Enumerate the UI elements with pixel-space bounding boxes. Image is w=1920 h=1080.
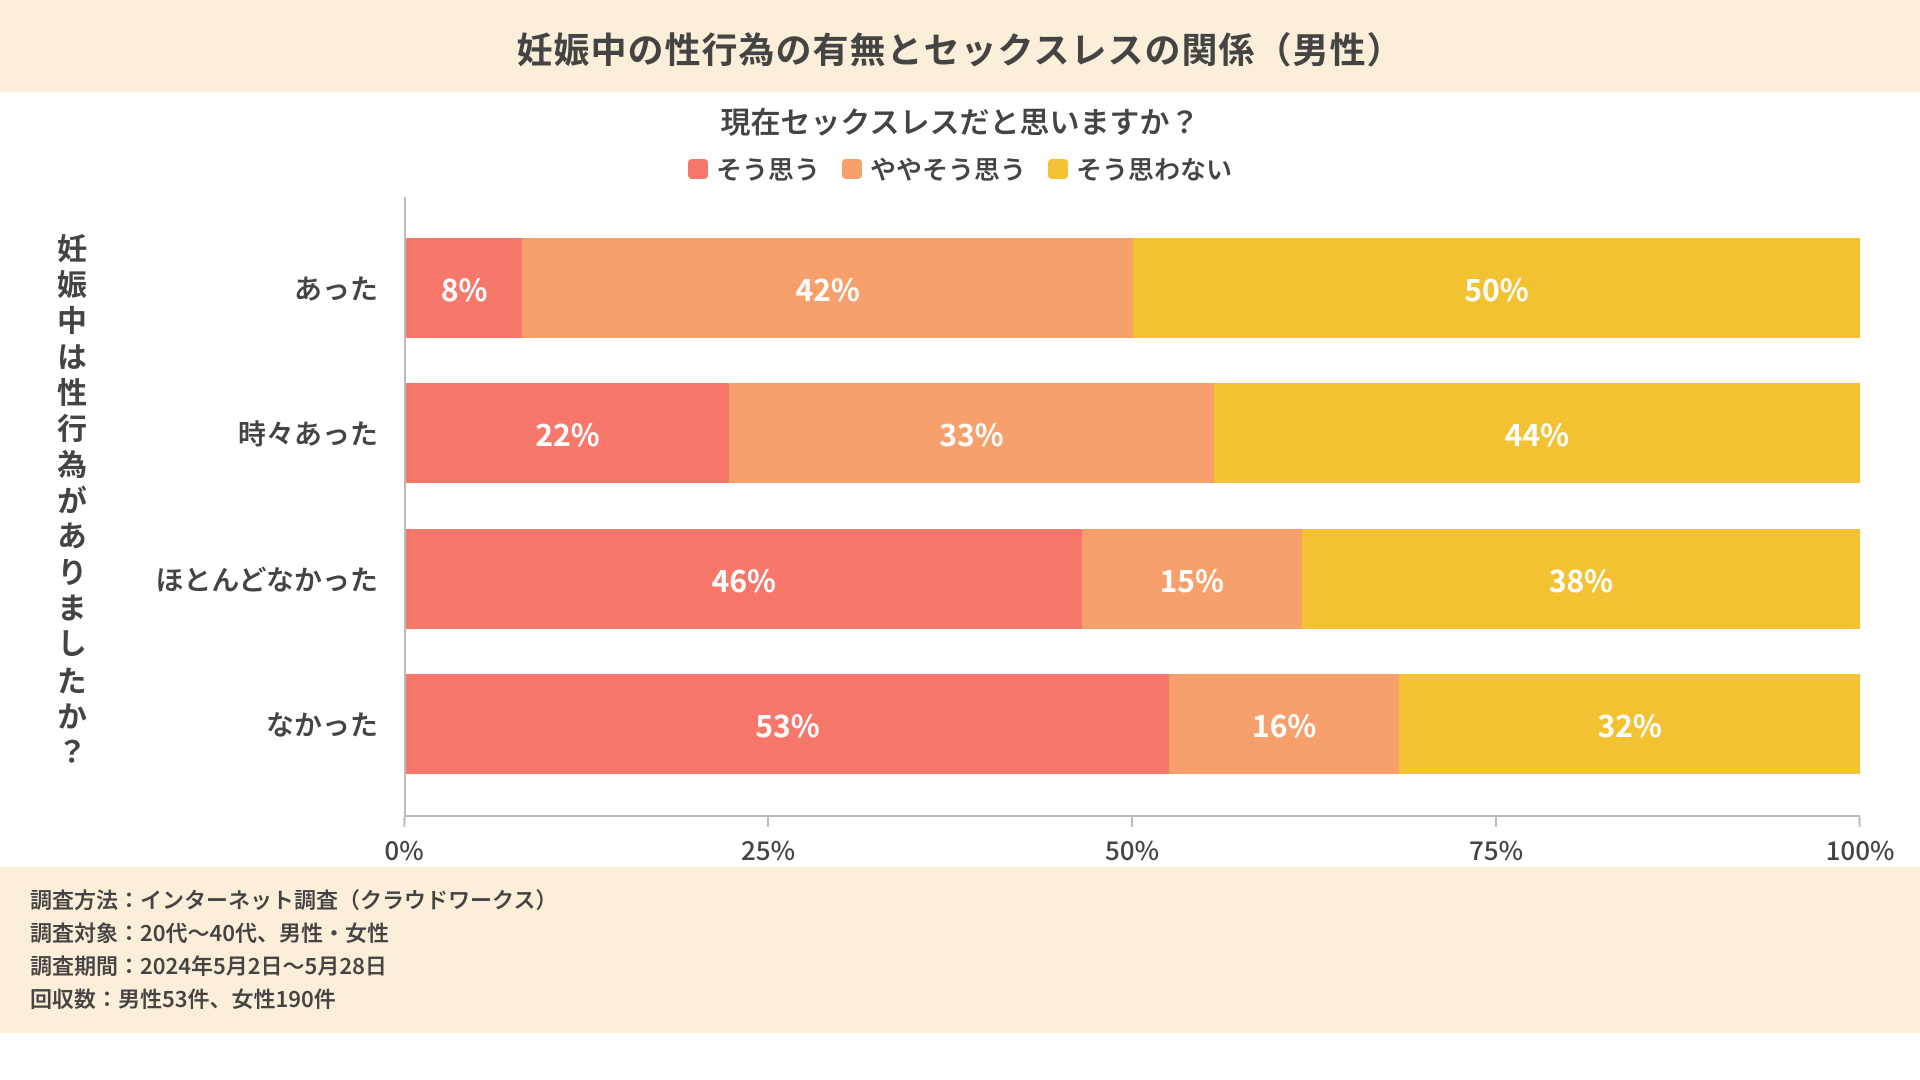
bar-value-label: 8% xyxy=(441,266,488,310)
survey-footer: 調査方法：インターネット調査（クラウドワークス）調査対象：20代〜40代、男性・… xyxy=(0,867,1920,1033)
bar-value-label: 44% xyxy=(1505,411,1569,455)
chart-body: あった 8% 42% 50% 時々あった 22% 33% 44% ほとんどなかった 46% 15% 3… xyxy=(104,197,1860,867)
legend-label-agree: そう思う xyxy=(716,150,820,187)
bar-segment-somewhat: 15% xyxy=(1082,529,1302,629)
x-tick: 75% xyxy=(1469,817,1523,868)
chart-title: 妊娠中の性行為の有無とセックスレスの関係（男性） xyxy=(0,22,1920,74)
bar-value-label: 50% xyxy=(1464,266,1528,310)
bar-value-label: 46% xyxy=(712,557,776,601)
x-axis: 0%25%50%75%100% xyxy=(404,817,1860,867)
bar-value-label: 15% xyxy=(1160,557,1224,601)
legend-swatch-agree xyxy=(688,159,708,179)
bar-row: あった8%42%50% xyxy=(406,238,1860,338)
bar-segment-somewhat: 42% xyxy=(522,238,1133,338)
bar-segment-agree: 46% xyxy=(406,529,1082,629)
legend-label-somewhat: ややそう思う xyxy=(870,150,1026,187)
x-tick: 50% xyxy=(1105,817,1159,868)
legend-item-disagree: そう思わない xyxy=(1048,150,1232,187)
row-label: ほとんどなかった xyxy=(106,529,396,629)
legend: そう思う ややそう思う そう思わない xyxy=(0,150,1920,187)
bar-segment-agree: 8% xyxy=(406,238,522,338)
legend-label-disagree: そう思わない xyxy=(1076,150,1232,187)
legend-item-agree: そう思う xyxy=(688,150,820,187)
bar-segment-agree: 22% xyxy=(406,383,729,483)
x-tick: 0% xyxy=(384,817,423,868)
bar-segment-disagree: 50% xyxy=(1133,238,1860,338)
legend-item-somewhat: ややそう思う xyxy=(842,150,1026,187)
bar-segment-somewhat: 16% xyxy=(1169,674,1399,774)
footer-line: 調査対象：20代〜40代、男性・女性 xyxy=(30,916,1890,949)
legend-swatch-somewhat xyxy=(842,159,862,179)
bar-value-label: 38% xyxy=(1549,557,1613,601)
footer-line: 調査期間：2024年5月2日〜5月28日 xyxy=(30,949,1890,982)
y-axis-title: 妊娠中は性行為がありましたか？ xyxy=(40,197,104,867)
bar-segment-disagree: 38% xyxy=(1302,529,1860,629)
row-label: なかった xyxy=(106,674,396,774)
chart-area: 妊娠中は性行為がありましたか？ あった 8% 42% 50% 時々あった 22% 33% 44… xyxy=(0,197,1920,867)
bar-value-label: 53% xyxy=(755,702,819,746)
x-tick: 25% xyxy=(741,817,795,868)
bar-value-label: 22% xyxy=(535,411,599,455)
bar-row: ほとんどなかった46%15%38% xyxy=(406,529,1860,629)
plot-area: あった8%42%50%時々あった22%33%44%ほとんどなかった46%15%3… xyxy=(404,197,1860,817)
footer-line: 回収数：男性53件、女性190件 xyxy=(30,982,1890,1015)
bar-row: 時々あった22%33%44% xyxy=(406,383,1860,483)
bar-rows: あった8%42%50%時々あった22%33%44%ほとんどなかった46%15%3… xyxy=(406,197,1860,815)
bar-value-label: 33% xyxy=(939,411,1003,455)
legend-swatch-disagree xyxy=(1048,159,1068,179)
bar-value-label: 32% xyxy=(1598,702,1662,746)
footer-line: 調査方法：インターネット調査（クラウドワークス） xyxy=(30,883,1890,916)
bar-value-label: 42% xyxy=(796,266,860,310)
bar-segment-disagree: 32% xyxy=(1399,674,1860,774)
bar-segment-agree: 53% xyxy=(406,674,1169,774)
chart-subtitle: 現在セックスレスだと思いますか？ xyxy=(0,98,1920,142)
bar-value-label: 16% xyxy=(1252,702,1316,746)
row-label: 時々あった xyxy=(106,383,396,483)
bar-segment-somewhat: 33% xyxy=(729,383,1214,483)
x-tick: 100% xyxy=(1826,817,1895,868)
bar-row: なかった53%16%32% xyxy=(406,674,1860,774)
row-label: あった xyxy=(106,238,396,338)
title-banner: 妊娠中の性行為の有無とセックスレスの関係（男性） xyxy=(0,0,1920,92)
bar-segment-disagree: 44% xyxy=(1214,383,1860,483)
